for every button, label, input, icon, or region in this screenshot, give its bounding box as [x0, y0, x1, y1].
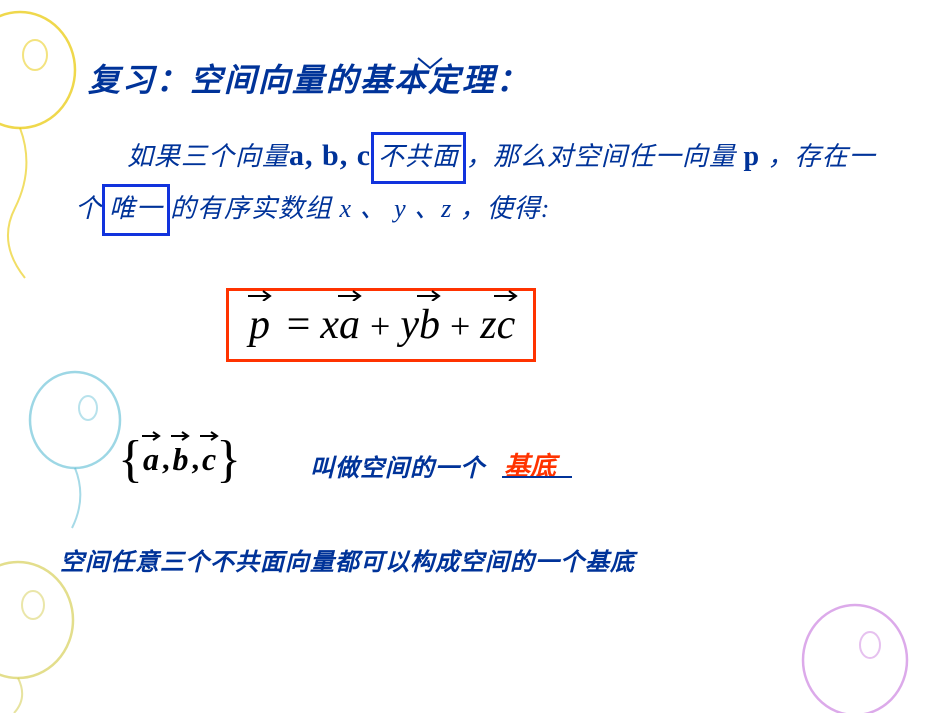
basis-set: { a , b , c } — [118, 430, 241, 489]
text-p1a: 如果三个向量 — [127, 142, 289, 171]
set-vec-b: b — [172, 441, 188, 478]
equals-sign: = — [270, 301, 320, 349]
blank-underline — [502, 476, 572, 478]
vectors-abc-inline: a, b, c — [289, 139, 371, 172]
footnote-text: 空间任意三个不共面向量都可以构成空间的一个基底 — [60, 542, 635, 577]
text-p1c: ，那么对空间任一向量 — [466, 142, 744, 171]
title-heading: 复习：空间向量的基本定理： — [88, 55, 530, 101]
box-unique: 唯一 — [102, 184, 170, 236]
vec-c: c — [497, 301, 516, 349]
vec-b: b — [419, 301, 440, 349]
coef-x: x — [320, 301, 339, 349]
coef-y: y — [400, 301, 419, 349]
coef-z: z — [480, 301, 496, 349]
set-vec-a: a — [143, 441, 159, 478]
set-vec-c: c — [202, 441, 216, 478]
text-p1f: 的有序实数组 x 、 y 、z ，使得: — [170, 194, 550, 223]
theorem-paragraph: 如果三个向量a, b, c不共面，那么对空间任一向量 p ，存在一个唯一的有序实… — [75, 130, 895, 236]
formula-box: p = x a + y b + z c — [226, 288, 536, 362]
vector-p-inline: p — [744, 141, 761, 172]
plus2: + — [440, 305, 480, 347]
plus1: + — [360, 305, 400, 347]
box-noncoplanar: 不共面 — [371, 132, 466, 184]
vec-p: p — [249, 301, 270, 349]
vec-a: a — [339, 301, 360, 349]
basis-label-text: 叫做空间的一个 — [310, 448, 485, 483]
